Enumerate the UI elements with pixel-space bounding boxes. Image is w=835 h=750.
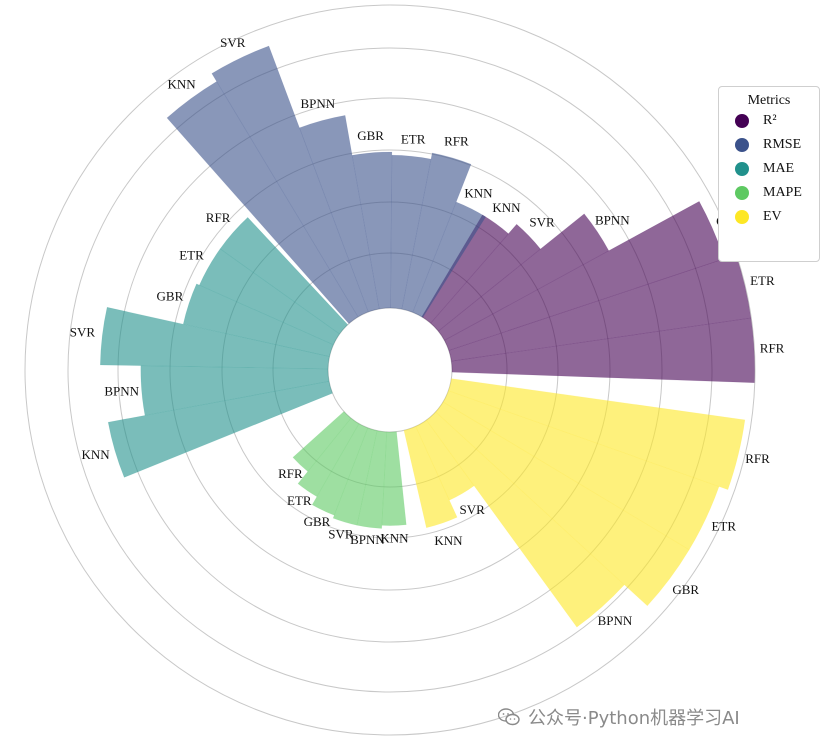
metric-group: KNN SVR BPNN GBR ETR RFR: [403, 378, 770, 628]
bar-label: GBR: [304, 514, 331, 529]
bar-label: SVR: [529, 215, 555, 230]
bar-label: KNN: [464, 185, 493, 200]
bar-ev-rfr: [448, 378, 746, 491]
legend-item: R²: [735, 109, 819, 133]
bar-label: KNN: [434, 533, 463, 548]
bar-label: RFR: [206, 210, 231, 225]
bar-mae-rfr: [219, 216, 349, 335]
bar-label: BPNN: [598, 613, 633, 628]
wechat-icon: [498, 708, 520, 726]
bar-label: RFR: [745, 451, 770, 466]
legend-label: R²: [763, 113, 777, 128]
legend: Metrics R² RMSE MAE MAPE EV: [718, 86, 820, 262]
legend-swatch: [735, 186, 749, 200]
bar-ev-bpnn: [426, 411, 625, 628]
bar-label: ETR: [750, 273, 775, 288]
legend-title: Metrics: [747, 93, 791, 108]
bar-mae-svr: [99, 306, 330, 370]
bar-mae-bpnn: [140, 365, 330, 416]
bar-label: BPNN: [350, 532, 385, 547]
legend-swatch: [735, 210, 749, 224]
bar-label: GBR: [672, 582, 699, 597]
bar-label: SVR: [70, 325, 96, 340]
legend-label: RMSE: [763, 137, 802, 152]
legend-item: EV: [735, 205, 819, 229]
bar-label: KNN: [167, 77, 196, 92]
metric-group: RFR ETR GBR SVR BPNN KNN: [70, 210, 349, 478]
bar-mae-etr: [199, 248, 340, 346]
bar-r-bpnn: [437, 213, 610, 341]
bar-label: GBR: [157, 288, 184, 303]
metric-group: KNN RFR ETR GBR BPNN SVR KNN: [166, 35, 493, 324]
legend-item: MAPE: [735, 181, 819, 205]
bar-label: SVR: [220, 35, 246, 50]
bar-rmse-knn: [166, 81, 359, 324]
legend-label: MAE: [763, 161, 795, 176]
bar-label: ETR: [401, 131, 426, 146]
grid-circle: [327, 307, 453, 433]
bar-rmse-gbr: [351, 151, 393, 310]
legend-item: MAE: [735, 157, 819, 181]
bar-mape-svr: [332, 427, 378, 526]
legend-swatch: [735, 114, 749, 128]
bar-r-svr: [430, 223, 541, 332]
legend-label: EV: [763, 209, 782, 224]
bar-label: RFR: [760, 340, 785, 355]
bar-ev-knn: [403, 426, 458, 529]
bar-label: ETR: [711, 518, 736, 533]
bar-label: RFR: [278, 466, 303, 481]
bar-label: BPNN: [595, 213, 630, 228]
bar-label: SVR: [328, 527, 354, 542]
bar-label: KNN: [492, 200, 521, 215]
bar-rmse-svr: [211, 45, 369, 318]
watermark: 公众号·Python机器学习AI: [498, 703, 740, 731]
bar-r-rfr: [451, 317, 755, 384]
legend-swatch: [735, 162, 749, 176]
bar-ev-gbr: [435, 401, 690, 607]
bar-label: RFR: [444, 133, 469, 148]
bar-ev-etr: [442, 390, 720, 551]
bar-mape-knn: [381, 431, 407, 526]
bar-label: ETR: [287, 493, 312, 508]
watermark-text: 公众号·Python机器学习AI: [528, 708, 740, 729]
bar-label: KNN: [380, 531, 409, 546]
bar-label: BPNN: [300, 96, 335, 111]
legend-item: RMSE: [735, 133, 819, 157]
bar-rmse-rfr: [401, 152, 472, 313]
bar-mae-knn: [107, 380, 333, 478]
bar-label: SVR: [460, 502, 486, 517]
legend-label: MAPE: [763, 185, 802, 200]
bar-label: BPNN: [104, 383, 139, 398]
grid-circle: [24, 4, 756, 736]
legend-swatch: [735, 138, 749, 152]
bar-label: ETR: [179, 248, 204, 263]
bar-label: GBR: [357, 128, 384, 143]
bar-label: KNN: [82, 447, 111, 462]
bar-mape-bpnn: [356, 430, 388, 529]
